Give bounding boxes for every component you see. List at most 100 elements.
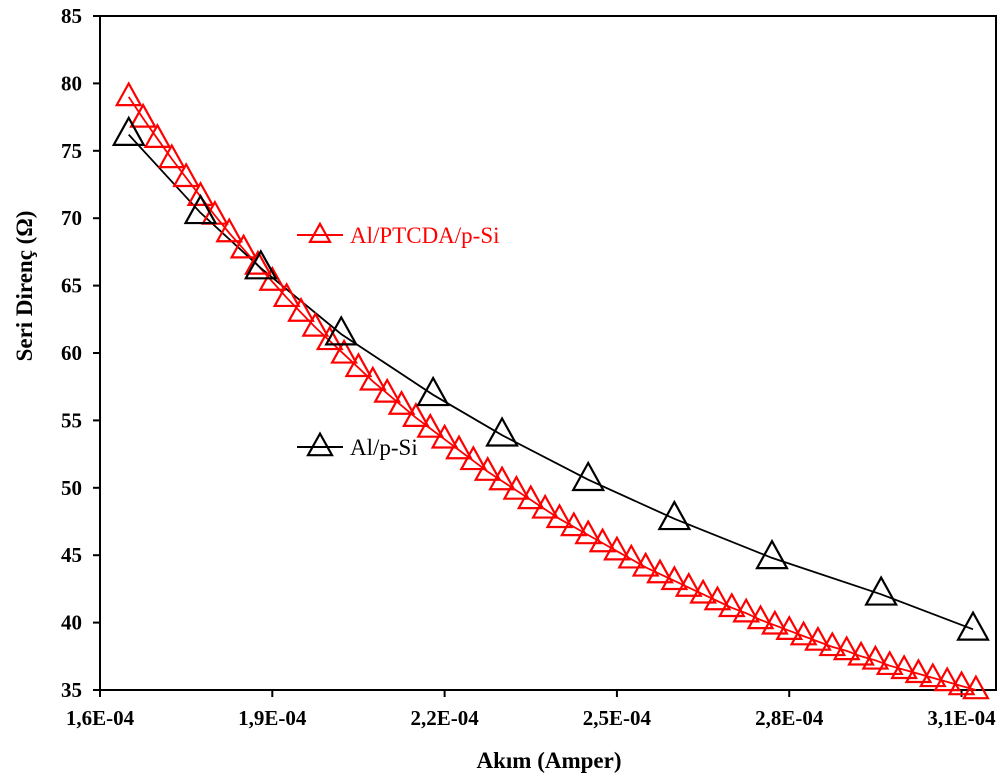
data-point-al-ptcda-p-si (358, 365, 387, 391)
y-tick-label: 70 (61, 206, 82, 230)
data-point-al-ptcda-p-si (933, 666, 962, 692)
data-point-al-ptcda-p-si (215, 217, 244, 243)
data-point-al-ptcda-p-si (244, 249, 272, 275)
data-point-al-ptcda-p-si (588, 527, 617, 553)
y-tick-label: 65 (61, 274, 82, 298)
data-point-al-ptcda-p-si (689, 578, 717, 604)
y-tick-label: 50 (61, 476, 82, 500)
data-point-al-ptcda-p-si (272, 282, 301, 308)
data-point-al-ptcda-p-si (617, 543, 646, 569)
data-point-al-ptcda-p-si (157, 143, 186, 169)
data-point-al-ptcda-p-si (631, 551, 660, 577)
fit-lines (127, 96, 977, 691)
data-point-al-ptcda-p-si (832, 635, 861, 661)
data-point-al-ptcda-p-si (402, 402, 430, 428)
y-tick-label: 60 (61, 341, 82, 365)
data-point-al-p-si (111, 115, 146, 146)
y-tick-label: 35 (61, 678, 82, 702)
data-point-al-ptcda-p-si (789, 620, 818, 646)
data-point-al-ptcda-p-si (473, 455, 502, 481)
y-tick-label: 40 (61, 611, 82, 635)
y-tick-label: 75 (61, 139, 82, 163)
x-axis-title: Akım (Amper) (477, 748, 622, 773)
data-point-al-ptcda-p-si (804, 625, 832, 651)
data-point-al-p-si (571, 460, 606, 492)
data-point-al-ptcda-p-si (416, 412, 445, 438)
data-point-al-p-si (864, 575, 898, 606)
legend-marker-al-p-si (306, 431, 334, 457)
data-point-al-p-si (485, 416, 519, 447)
data-point-al-ptcda-p-si (775, 615, 804, 640)
data-point-al-ptcda-p-si (531, 493, 559, 519)
data-point-al-ptcda-p-si (962, 674, 990, 700)
data-point-al-ptcda-p-si (545, 503, 574, 529)
y-axis-title: Seri Direnç (Ω) (12, 211, 37, 362)
data-point-al-ptcda-p-si (330, 338, 358, 364)
series-line-al-ptcda-p-si (127, 96, 977, 691)
data-point-al-ptcda-p-si (918, 662, 947, 688)
data-point-al-ptcda-p-si (114, 81, 143, 107)
legend-label-al-ptcda-p-si: Al/PTCDA/p-Si (350, 223, 500, 248)
data-point-al-p-si (416, 375, 450, 407)
plot-frame (99, 15, 997, 691)
legend-marker-al-ptcda-p-si (308, 221, 332, 243)
data-point-al-ptcda-p-si (847, 640, 875, 666)
x-tick-label: 1,6E-04 (66, 706, 135, 730)
data-point-al-ptcda-p-si (143, 123, 172, 148)
data-point-al-ptcda-p-si (430, 423, 459, 449)
y-tick-label: 80 (61, 71, 82, 95)
data-point-al-ptcda-p-si (301, 311, 330, 337)
data-point-al-ptcda-p-si (761, 609, 789, 635)
data-point-al-ptcda-p-si (516, 484, 545, 510)
series-line-al-p-si (128, 133, 974, 631)
data-markers (111, 81, 990, 700)
y-tick-label: 55 (61, 408, 82, 432)
data-point-al-p-si (956, 610, 990, 641)
y-axis: 35 40 45 50 55 60 65 70 75 80 85 (61, 4, 100, 702)
data-point-al-ptcda-p-si (459, 445, 488, 471)
data-point-al-ptcda-p-si (574, 519, 603, 545)
data-point-al-p-si (183, 193, 218, 225)
data-point-al-ptcda-p-si (502, 474, 531, 500)
data-point-al-p-si (243, 249, 278, 280)
data-point-al-ptcda-p-si (603, 535, 631, 561)
data-point-al-ptcda-p-si (387, 389, 416, 415)
data-point-al-ptcda-p-si (172, 162, 201, 188)
data-point-al-ptcda-p-si (129, 102, 157, 128)
data-point-al-ptcda-p-si (559, 511, 588, 537)
data-point-al-ptcda-p-si (875, 650, 904, 676)
x-tick-label: 2,2E-04 (410, 706, 479, 730)
data-point-al-ptcda-p-si (660, 565, 689, 591)
data-point-al-p-si (657, 499, 692, 531)
data-point-al-ptcda-p-si (746, 604, 775, 630)
plot-area-border (99, 15, 997, 691)
data-point-al-ptcda-p-si (373, 377, 402, 403)
data-point-al-p-si (324, 315, 359, 346)
y-tick-label: 85 (61, 4, 82, 28)
data-point-al-ptcda-p-si (344, 352, 373, 378)
data-point-al-ptcda-p-si (488, 465, 516, 491)
data-point-al-ptcda-p-si (287, 296, 315, 322)
data-point-al-ptcda-p-si (186, 180, 215, 206)
data-point-al-ptcda-p-si (703, 585, 732, 611)
data-point-al-ptcda-p-si (732, 597, 761, 623)
data-point-al-ptcda-p-si (674, 571, 703, 597)
data-point-al-ptcda-p-si (315, 325, 344, 351)
data-point-al-p-si (755, 538, 789, 570)
data-point-al-ptcda-p-si (445, 434, 473, 460)
y-tick-label: 45 (61, 543, 82, 567)
data-point-al-ptcda-p-si (229, 233, 258, 259)
data-point-al-ptcda-p-si (947, 670, 976, 696)
x-tick-label: 2,5E-04 (583, 706, 652, 730)
x-tick-label: 1,9E-04 (238, 706, 307, 730)
legend-label-al-p-si: Al/p-Si (350, 435, 418, 460)
data-point-al-ptcda-p-si (890, 654, 918, 680)
x-axis: 1,6E-04 1,9E-04 2,2E-04 2,5E-04 2,8E-04 3,1E-… (66, 690, 996, 730)
legend: Al/PTCDA/p-Si Al/p-Si (297, 221, 500, 460)
x-tick-label: 3,1E-04 (927, 706, 996, 730)
data-point-al-ptcda-p-si (717, 592, 746, 618)
data-point-al-ptcda-p-si (646, 558, 674, 584)
data-point-al-ptcda-p-si (861, 644, 890, 670)
x-tick-label: 2,8E-04 (755, 706, 824, 730)
